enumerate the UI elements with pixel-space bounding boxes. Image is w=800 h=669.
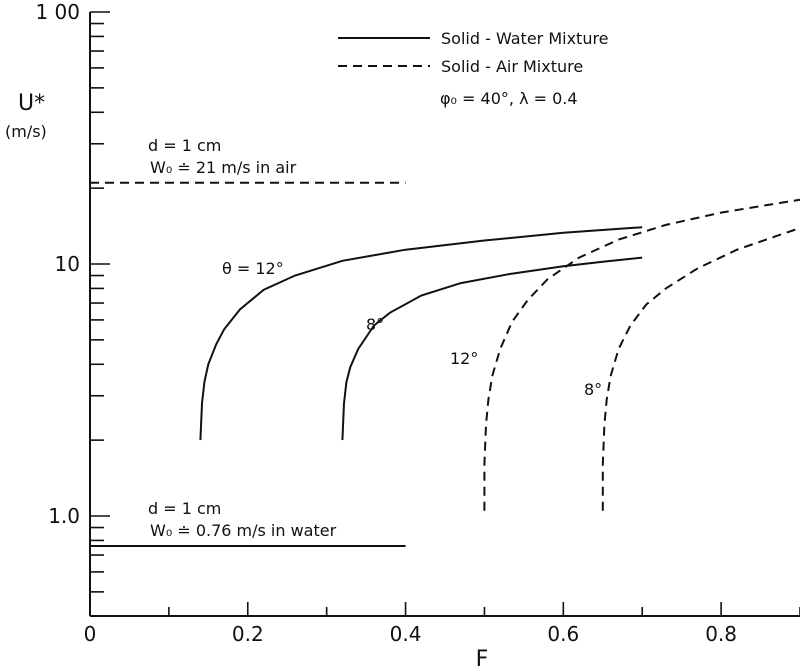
legend-params: φ₀ = 40°, λ = 0.4 — [440, 89, 578, 108]
series-line — [199, 226, 643, 441]
x-tick-label: 0.8 — [705, 622, 737, 646]
x-tick-label: 0.4 — [390, 622, 422, 646]
y-tick-label: 1.0 — [48, 504, 80, 528]
y-axis-unit: (m/s) — [5, 122, 47, 141]
reference-label-velocity: W₀ ≐ 0.76 m/s in water — [150, 521, 337, 540]
series-group — [199, 198, 800, 511]
series-label: 8° — [584, 380, 602, 399]
y-axis-label: U* — [18, 91, 45, 116]
series-label: θ = 12° — [222, 259, 284, 278]
legend-entry-dashed: Solid - Air Mixture — [441, 57, 583, 76]
legend: Solid - Water Mixture Solid - Air Mixtur… — [338, 29, 609, 108]
x-axis-label: F — [476, 647, 489, 669]
reference-lines: d = 1 cm W₀ ≐ 21 m/s in air d = 1 cm W₀ ≐ 0… — [90, 136, 406, 548]
reference-label-size: d = 1 cm — [148, 499, 221, 518]
series-line — [601, 227, 800, 511]
series-label: 8° — [366, 315, 384, 334]
y-tick-label: 1 00 — [35, 0, 80, 24]
x-tick-label: 0.2 — [232, 622, 264, 646]
x-tick-label: 0 — [84, 622, 97, 646]
labels-group: θ = 12° 8° 12° 8° — [222, 259, 602, 399]
x-tick-label: 0.6 — [547, 622, 579, 646]
y-tick-label: 10 — [55, 252, 80, 276]
series-line — [341, 256, 643, 441]
series-label: 12° — [450, 349, 478, 368]
axes: 1.0 10 1 00 0 0.2 0.4 0.6 0.8 F U* (m/s) — [5, 0, 800, 669]
reference-label-size: d = 1 cm — [148, 136, 221, 155]
series-line — [483, 198, 800, 511]
legend-entry-solid: Solid - Water Mixture — [441, 29, 609, 48]
reference-label-velocity: W₀ ≐ 21 m/s in air — [150, 158, 297, 177]
